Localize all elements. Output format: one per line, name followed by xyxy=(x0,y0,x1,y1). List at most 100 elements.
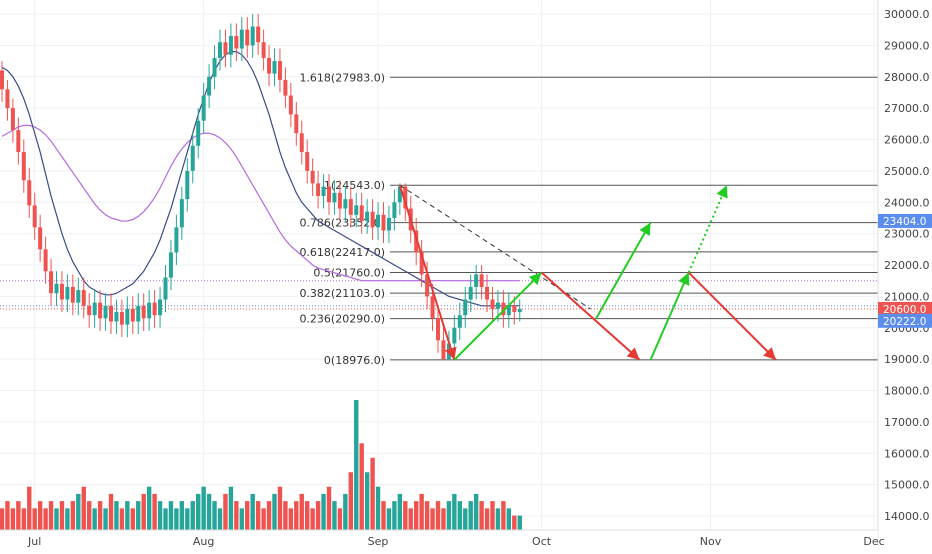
volume-bar xyxy=(370,457,375,530)
candle-body xyxy=(147,302,152,319)
green-projection-arrow[interactable] xyxy=(595,222,652,320)
candle-body xyxy=(474,274,479,287)
candle-body xyxy=(136,305,141,322)
candle-body xyxy=(76,290,81,303)
candle-body xyxy=(49,271,54,294)
candle-body xyxy=(310,170,315,184)
volume-bar xyxy=(288,508,294,530)
candle-body xyxy=(54,283,59,294)
price-tick-label: 22000.0 xyxy=(884,259,930,272)
candle-body xyxy=(414,230,419,253)
candlesticks xyxy=(0,14,522,360)
volume-bar xyxy=(315,501,321,530)
red-projection-arrow[interactable] xyxy=(398,184,457,361)
candle-body xyxy=(43,249,48,272)
candle-body xyxy=(506,305,511,316)
candle-body xyxy=(234,35,239,49)
price-tick-label: 26000.0 xyxy=(884,134,930,147)
volume-bar xyxy=(108,493,114,530)
candle-body xyxy=(517,308,522,313)
volume-bar xyxy=(452,493,457,530)
candle-body xyxy=(485,286,490,300)
volume-bar xyxy=(348,472,353,530)
volume-bar xyxy=(206,493,212,530)
volume-bar xyxy=(277,486,283,530)
candle-body xyxy=(152,302,157,316)
candle-body xyxy=(223,42,228,55)
candle-body xyxy=(381,214,386,231)
price-badge-label: 20600.0 xyxy=(883,304,926,316)
volume-bar xyxy=(512,515,517,530)
candle-body xyxy=(70,286,75,303)
fib-level-label: 1.618(27983.0) xyxy=(299,71,385,84)
volume-bar xyxy=(343,493,348,530)
volume-bar xyxy=(397,493,403,530)
volume-bar xyxy=(163,508,168,530)
candle-body xyxy=(196,120,201,146)
volume-bar xyxy=(168,501,174,530)
volume-bar xyxy=(299,493,304,530)
volume-bar xyxy=(414,501,419,530)
time-axis[interactable]: JulAugSepOctNovDec2019FebMar xyxy=(0,529,932,550)
price-axis[interactable]: 14000.0 15000.0 16000.0 17000.0 18000.0 19000… xyxy=(877,0,932,550)
green-projection-arrow[interactable] xyxy=(687,184,728,273)
volume-bar xyxy=(294,501,299,530)
volume-bar xyxy=(152,493,157,530)
volume-bar xyxy=(59,501,65,530)
sma-blue-line xyxy=(1,51,520,307)
candle-body xyxy=(288,95,293,115)
volume-bar xyxy=(261,508,266,530)
candle-body xyxy=(109,305,113,322)
green-projection-arrow[interactable] xyxy=(649,272,690,361)
candle-body xyxy=(419,252,424,275)
volume-bar xyxy=(484,508,490,530)
volume-bar xyxy=(468,501,473,530)
time-tick-label: Jul xyxy=(27,535,41,548)
candle-body xyxy=(92,302,97,316)
volume-bar xyxy=(76,493,81,530)
volume-bar xyxy=(43,508,48,530)
volume-bar xyxy=(266,501,272,530)
volume-bar xyxy=(174,508,179,530)
fibonacci-levels[interactable]: 1.618(27983.0)1(24543.0)0.786(23352.0)0.… xyxy=(299,71,878,367)
price-badge xyxy=(878,313,932,328)
volume-bar xyxy=(0,508,5,530)
price-tick-label: 16000.0 xyxy=(884,447,930,460)
candle-body xyxy=(468,286,473,300)
candle-body xyxy=(261,42,266,58)
candle-body xyxy=(436,318,440,341)
candle-body xyxy=(370,211,375,228)
volume-bar xyxy=(392,501,397,530)
green-projection-arrow[interactable] xyxy=(453,271,543,361)
volume-bar xyxy=(190,501,195,530)
fib-level-label: 0.618(22417.0) xyxy=(299,246,385,259)
volume-bar xyxy=(479,501,484,530)
price-badge xyxy=(878,213,932,228)
price-badge-label: 20222.0 xyxy=(883,316,926,328)
red-projection-arrow[interactable] xyxy=(540,271,641,361)
volume-bar xyxy=(87,501,92,530)
volume-bar xyxy=(16,501,21,530)
candle-body xyxy=(5,89,10,109)
red-projection-arrow[interactable] xyxy=(687,271,777,361)
price-badge-label: 23404.0 xyxy=(883,216,926,228)
fib-level-label: 0(18976.0) xyxy=(324,354,385,367)
candle-body xyxy=(141,305,146,319)
candle-body xyxy=(207,76,212,96)
candle-body xyxy=(501,302,506,316)
volume-bars xyxy=(0,400,522,530)
volume-bar xyxy=(403,501,408,530)
candle-body xyxy=(168,252,173,278)
candle-body xyxy=(457,315,462,328)
candle-body xyxy=(343,199,348,209)
volume-bar xyxy=(37,501,43,530)
candle-body xyxy=(21,152,26,181)
drawings[interactable] xyxy=(398,184,777,361)
candle-body xyxy=(327,186,331,203)
volume-bar xyxy=(146,486,152,530)
candle-body xyxy=(392,202,397,218)
time-tick-label: Oct xyxy=(532,535,552,548)
volume-bar xyxy=(337,508,343,530)
